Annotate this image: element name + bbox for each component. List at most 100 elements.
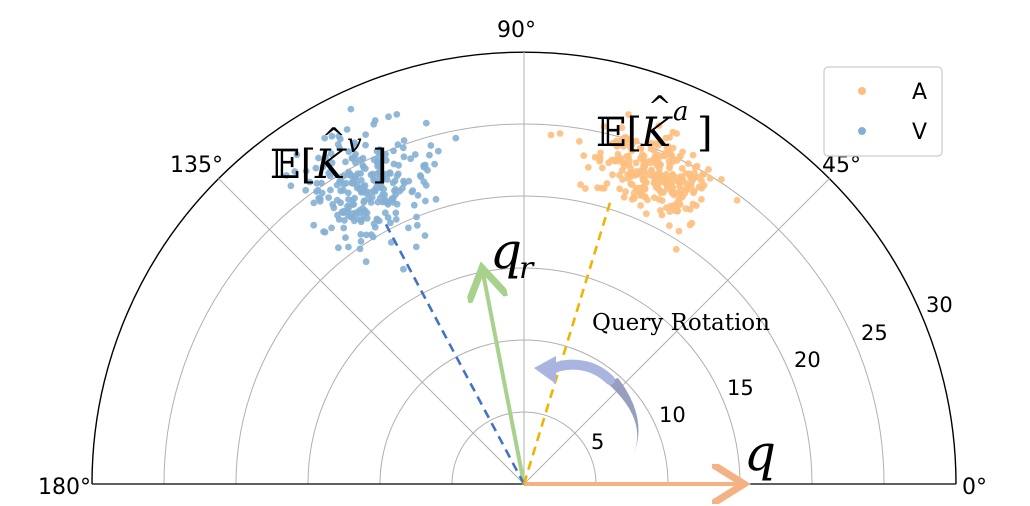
point-v bbox=[386, 169, 394, 177]
point-a bbox=[643, 179, 650, 186]
point-a bbox=[652, 140, 660, 148]
point-v bbox=[363, 190, 370, 198]
point-v bbox=[368, 193, 376, 201]
point-a bbox=[666, 134, 673, 141]
point-a bbox=[647, 145, 655, 153]
label-expected-kv: 𝔼[ ^ K v ] bbox=[270, 122, 388, 188]
vector-mean-Kv bbox=[384, 222, 526, 485]
point-a bbox=[637, 202, 644, 209]
point-a bbox=[675, 227, 683, 235]
point-a bbox=[657, 161, 664, 169]
point-a bbox=[616, 171, 623, 179]
point-a bbox=[634, 186, 642, 194]
point-a bbox=[689, 200, 697, 208]
point-v bbox=[400, 177, 407, 185]
point-v bbox=[357, 156, 364, 164]
point-v bbox=[328, 224, 335, 232]
angle-tick-90: 90° bbox=[497, 18, 536, 43]
point-v bbox=[356, 206, 364, 214]
point-v bbox=[340, 187, 347, 194]
legend-marker-v bbox=[858, 127, 866, 135]
angle-tick-45: 45° bbox=[822, 153, 861, 178]
point-v bbox=[341, 217, 348, 224]
point-a bbox=[676, 190, 684, 198]
point-v bbox=[387, 239, 395, 246]
point-a bbox=[705, 166, 712, 173]
point-v bbox=[382, 150, 389, 158]
label-kv-key: K bbox=[314, 142, 347, 188]
point-v bbox=[347, 105, 355, 113]
point-a bbox=[733, 197, 741, 204]
point-v bbox=[321, 228, 329, 236]
legend-box bbox=[823, 66, 943, 157]
point-v bbox=[371, 117, 379, 124]
point-v bbox=[293, 151, 301, 159]
point-a bbox=[630, 194, 638, 202]
rotation-arrow bbox=[534, 356, 639, 458]
point-v bbox=[283, 172, 290, 179]
point-a bbox=[700, 170, 708, 178]
point-a bbox=[598, 164, 606, 172]
point-v bbox=[343, 126, 351, 133]
point-a bbox=[664, 142, 672, 150]
point-a bbox=[691, 169, 698, 177]
point-a bbox=[658, 211, 666, 219]
point-a bbox=[665, 157, 673, 165]
point-a bbox=[688, 219, 696, 227]
label-kv-hat: ^ bbox=[322, 122, 345, 155]
point-v bbox=[400, 153, 408, 161]
label-ka-sup: a bbox=[673, 97, 689, 127]
point-a bbox=[622, 188, 629, 196]
point-a bbox=[654, 151, 662, 159]
point-a bbox=[618, 124, 626, 132]
label-ka-main: 𝔼[ bbox=[596, 110, 642, 156]
label-qr-text: q bbox=[490, 222, 522, 280]
point-v bbox=[356, 245, 364, 253]
point-a bbox=[691, 164, 699, 171]
point-v bbox=[333, 196, 341, 204]
point-v bbox=[302, 186, 310, 194]
point-v bbox=[432, 195, 440, 203]
point-v bbox=[392, 216, 400, 223]
point-v bbox=[385, 113, 392, 121]
point-a bbox=[576, 137, 583, 145]
point-v bbox=[426, 151, 433, 159]
point-a bbox=[645, 158, 653, 165]
point-a bbox=[675, 179, 683, 187]
point-a bbox=[642, 210, 650, 218]
radial-tick-25: 25 bbox=[861, 321, 888, 345]
legend-label-a: A bbox=[912, 80, 927, 105]
point-v bbox=[348, 155, 356, 162]
point-v bbox=[334, 211, 341, 219]
point-a bbox=[689, 151, 697, 159]
point-v bbox=[390, 194, 397, 202]
point-v bbox=[411, 151, 419, 158]
point-v bbox=[407, 155, 414, 163]
point-a bbox=[686, 205, 694, 213]
point-v bbox=[379, 198, 386, 206]
point-a bbox=[665, 178, 673, 186]
point-v bbox=[394, 141, 402, 149]
point-a bbox=[614, 142, 622, 149]
point-v bbox=[340, 181, 347, 188]
point-v bbox=[302, 167, 310, 175]
point-a bbox=[582, 185, 589, 192]
point-a bbox=[577, 181, 584, 189]
point-v bbox=[377, 182, 385, 190]
label-qr-sub: r bbox=[519, 251, 535, 286]
legend-marker-a bbox=[858, 87, 866, 95]
point-v bbox=[327, 186, 334, 194]
point-a bbox=[655, 196, 663, 203]
point-v bbox=[376, 146, 384, 154]
point-v bbox=[315, 154, 322, 162]
point-a bbox=[648, 166, 655, 174]
point-v bbox=[409, 187, 417, 195]
radial-tick-20: 20 bbox=[794, 348, 821, 372]
point-v bbox=[291, 168, 299, 175]
point-v bbox=[410, 201, 418, 209]
point-v bbox=[362, 141, 369, 149]
point-a bbox=[640, 158, 648, 165]
point-v bbox=[381, 209, 389, 217]
point-a bbox=[614, 157, 621, 165]
